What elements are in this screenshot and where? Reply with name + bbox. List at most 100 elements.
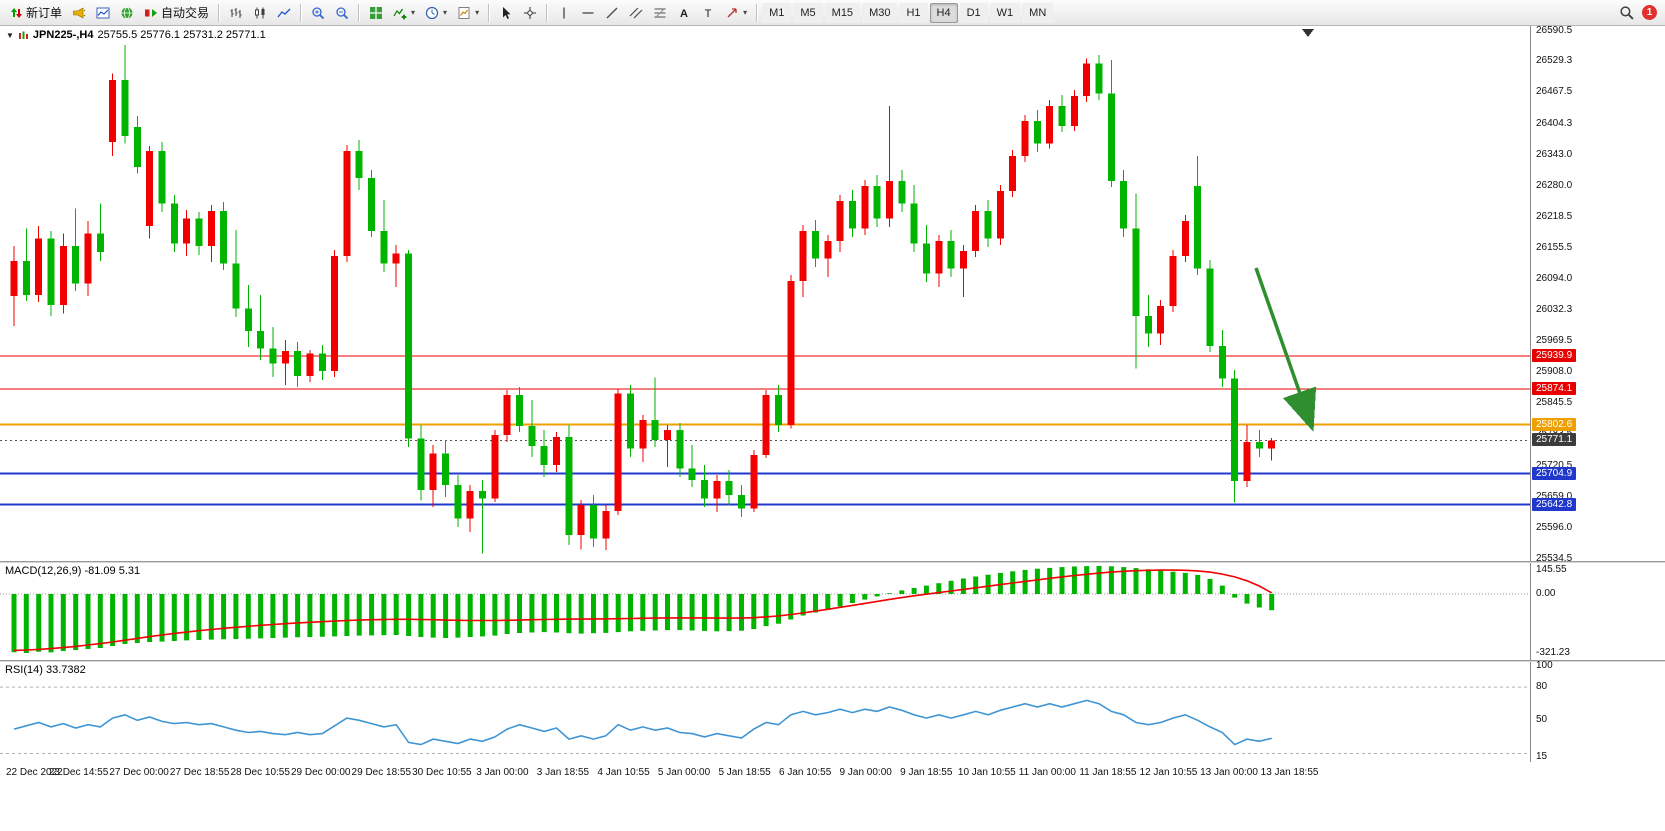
toolbar-separator [358, 3, 360, 22]
crosshair-icon [522, 5, 537, 20]
chart-menu-icon[interactable]: ▼ [6, 30, 14, 40]
price-axis-label: 26280.0 [1536, 180, 1573, 191]
chevron-down-icon: ▾ [411, 8, 416, 17]
price-axis-label: 25720.5 [1536, 459, 1573, 471]
chart-window-icon [18, 30, 29, 41]
price-badge: 25939.9 [1532, 349, 1577, 363]
auto-trading-label: 自动交易 [161, 6, 210, 20]
price-axis[interactable]: 26590.5 26529.3 26467.5 26404.3 26343.0 26280… [1530, 25, 1665, 564]
templates-button[interactable]: ▾ [452, 2, 483, 23]
time-axis-label: 30 Dec 10:55 [412, 767, 472, 778]
arrows-icon [724, 5, 739, 20]
timeframe-MN[interactable]: MN [1022, 2, 1054, 23]
crosshair-button[interactable] [518, 2, 541, 23]
periods-button[interactable]: ▾ [420, 2, 451, 23]
chevron-down-icon: ▾ [443, 8, 448, 17]
bar-chart-button[interactable] [224, 2, 247, 23]
macd-axis-label: 145.55 [1536, 564, 1567, 575]
zoom-in-button[interactable] [306, 2, 329, 23]
price-axis-label: 25908.0 [1536, 366, 1573, 377]
zoom-in-icon [310, 5, 325, 20]
arrows-button[interactable]: ▾ [720, 2, 751, 23]
market-watch-button[interactable] [91, 2, 114, 23]
cursor-icon [498, 5, 513, 20]
rsi-chart[interactable] [0, 662, 1530, 762]
toolbar-separator [756, 3, 758, 22]
text-mark-button[interactable]: T [696, 2, 719, 23]
svg-text:T: T [704, 8, 711, 20]
time-axis-label: 27 Dec 18:55 [169, 767, 230, 778]
candlestick-chart-icon [252, 5, 267, 20]
zoom-out-icon [334, 5, 349, 20]
ohlc-readout: 25755.5 25776.1 25731.2 25771.1 [97, 29, 266, 41]
time-labels: 22 Dec 2022 23 Dec 14:55 27 Dec 00:00 27 De… [0, 762, 1530, 831]
toolbar: 新订单 自动交易 [0, 0, 1665, 26]
search-icon[interactable] [1619, 5, 1634, 20]
chevron-down-icon: ▾ [475, 8, 480, 17]
chart-title: ▼ JPN225-,H4 25755.5 25776.1 25731.2 257… [6, 29, 266, 41]
community-button[interactable] [115, 2, 138, 23]
price-chart[interactable] [0, 26, 1530, 561]
macd-axis-label: 0.00 [1536, 587, 1556, 599]
panel-splitter[interactable] [0, 660, 1665, 662]
timeframe-M5[interactable]: M5 [793, 2, 823, 23]
macd-plot[interactable]: MACD(12,26,9) -81.09 5.31 [0, 563, 1530, 660]
timeframe-H4[interactable]: H4 [929, 2, 958, 23]
notification-badge[interactable]: 1 [1642, 5, 1657, 20]
panel-splitter[interactable] [0, 561, 1665, 563]
macd-chart[interactable] [0, 563, 1530, 660]
time-axis-label: 9 Jan 00:00 [839, 767, 892, 778]
line-chart-icon [276, 5, 291, 20]
alerts-button[interactable] [67, 2, 90, 23]
timeframe-M30[interactable]: M30 [862, 2, 898, 23]
timeframe-M15[interactable]: M15 [824, 2, 861, 23]
fibonacci-button[interactable] [648, 2, 671, 23]
time-axis[interactable]: 22 Dec 2022 23 Dec 14:55 27 Dec 00:00 27 De… [0, 762, 1665, 831]
text-label-button[interactable]: A [672, 2, 695, 23]
price-axis-label: 25659.0 [1536, 490, 1573, 502]
vertical-line-button[interactable] [552, 2, 575, 23]
price-axis-label: 25969.5 [1536, 335, 1573, 347]
auto-trading-button[interactable]: 自动交易 [139, 1, 213, 24]
line-chart-button[interactable] [272, 2, 295, 23]
market-watch-icon [95, 5, 110, 20]
indicators-button[interactable]: ▾ [388, 2, 419, 23]
time-axis-label: 27 Dec 00:00 [109, 767, 169, 778]
text-icon: A [676, 5, 691, 20]
price-plot[interactable]: ▼ JPN225-,H4 25755.5 25776.1 25731.2 257… [0, 26, 1530, 561]
price-axis-label: 26094.0 [1536, 273, 1573, 284]
horizontal-line-button[interactable] [576, 2, 599, 23]
price-axis-label: 26155.5 [1536, 242, 1573, 254]
tile-windows-button[interactable] [364, 2, 387, 23]
price-badge: 25874.1 [1532, 381, 1577, 395]
price-axis-label: 26032.3 [1536, 303, 1573, 315]
alerts-icon [71, 5, 86, 20]
price-badge: 25771.1 [1532, 433, 1577, 447]
time-axis-label: 3 Jan 00:00 [476, 767, 529, 778]
price-badge: 25802.6 [1532, 417, 1577, 431]
time-axis-label: 22 Dec 2022 [6, 767, 63, 778]
timeframe-M1[interactable]: M1 [762, 2, 792, 23]
trendline-button[interactable] [600, 2, 623, 23]
time-axis-label: 29 Dec 00:00 [291, 767, 351, 778]
rsi-plot[interactable]: RSI(14) 33.7382 [0, 662, 1530, 762]
price-badge: 25642.8 [1532, 497, 1577, 511]
toolbar-separator [218, 3, 220, 22]
fibonacci-icon [652, 5, 667, 20]
cursor-button[interactable] [494, 2, 517, 23]
timeframe-D1[interactable]: D1 [959, 2, 988, 23]
vertical-line-icon [556, 5, 571, 20]
new-order-button[interactable]: 新订单 [4, 1, 66, 24]
new-order-label: 新订单 [26, 6, 63, 20]
timeframe-H1[interactable]: H1 [899, 2, 928, 23]
zoom-out-button[interactable] [330, 2, 353, 23]
time-axis-label: 11 Jan 18:55 [1079, 767, 1137, 778]
time-axis-label: 13 Jan 00:00 [1200, 767, 1258, 778]
channel-button[interactable] [624, 2, 647, 23]
candlestick-chart-button[interactable] [248, 2, 271, 23]
time-axis-label: 13 Jan 18:55 [1260, 767, 1319, 778]
timeframe-W1[interactable]: W1 [989, 2, 1021, 23]
clock-icon [424, 5, 439, 20]
channel-icon [628, 5, 643, 20]
rsi-panel: RSI(14) 33.7382 100 80 50 15 [0, 660, 1665, 762]
